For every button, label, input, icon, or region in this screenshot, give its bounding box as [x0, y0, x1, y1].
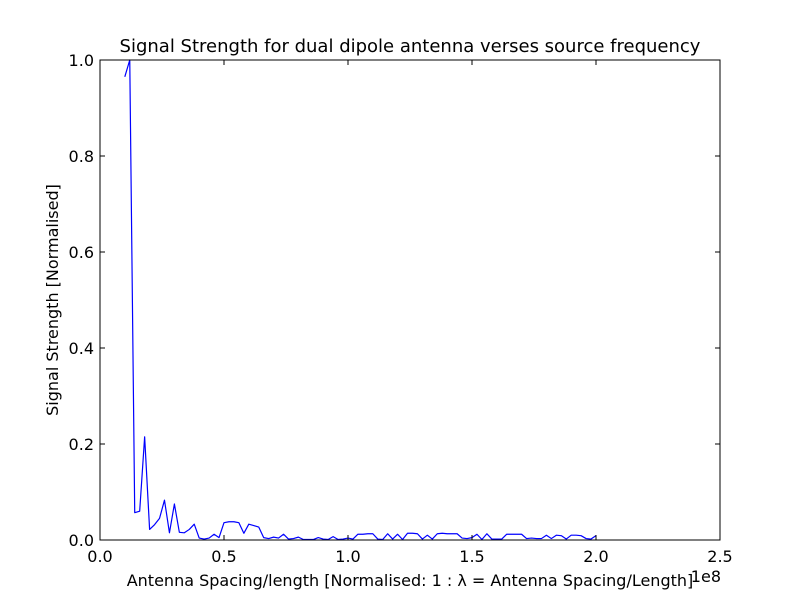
- x-axis-label: Antenna Spacing/length [Normalised: 1 : …: [127, 571, 694, 590]
- y-tick-label: 1.0: [69, 51, 94, 70]
- plot-frame: [99, 59, 721, 541]
- y-axis-label: Signal Strength [Normalised]: [43, 184, 62, 416]
- chart-title: Signal Strength for dual dipole antenna …: [120, 36, 701, 57]
- x-axis: 0.0 0.5 1.0 1.5 2.0 2.5: [87, 60, 733, 566]
- x-tick-label: 2.0: [583, 547, 608, 566]
- y-axis: 0.0 0.2 0.4 0.6 0.8 1.0: [69, 51, 720, 550]
- x-tick-label: 1.5: [459, 547, 484, 566]
- y-tick-label: 0.8: [69, 147, 94, 166]
- y-tick-label: 0.6: [69, 243, 94, 262]
- y-tick-label: 0.4: [69, 339, 94, 358]
- y-tick-label: 0.0: [69, 531, 94, 550]
- x-tick-label: 2.5: [707, 547, 732, 566]
- x-offset-label: 1e8: [691, 567, 721, 586]
- y-tick-label: 0.2: [69, 435, 94, 454]
- x-tick-label: 0.5: [211, 547, 236, 566]
- series-line: [124, 59, 597, 541]
- x-tick-label: 0.0: [87, 547, 112, 566]
- series-layer: [124, 59, 597, 541]
- plot-area: [100, 60, 720, 540]
- x-tick-label: 1.0: [335, 547, 360, 566]
